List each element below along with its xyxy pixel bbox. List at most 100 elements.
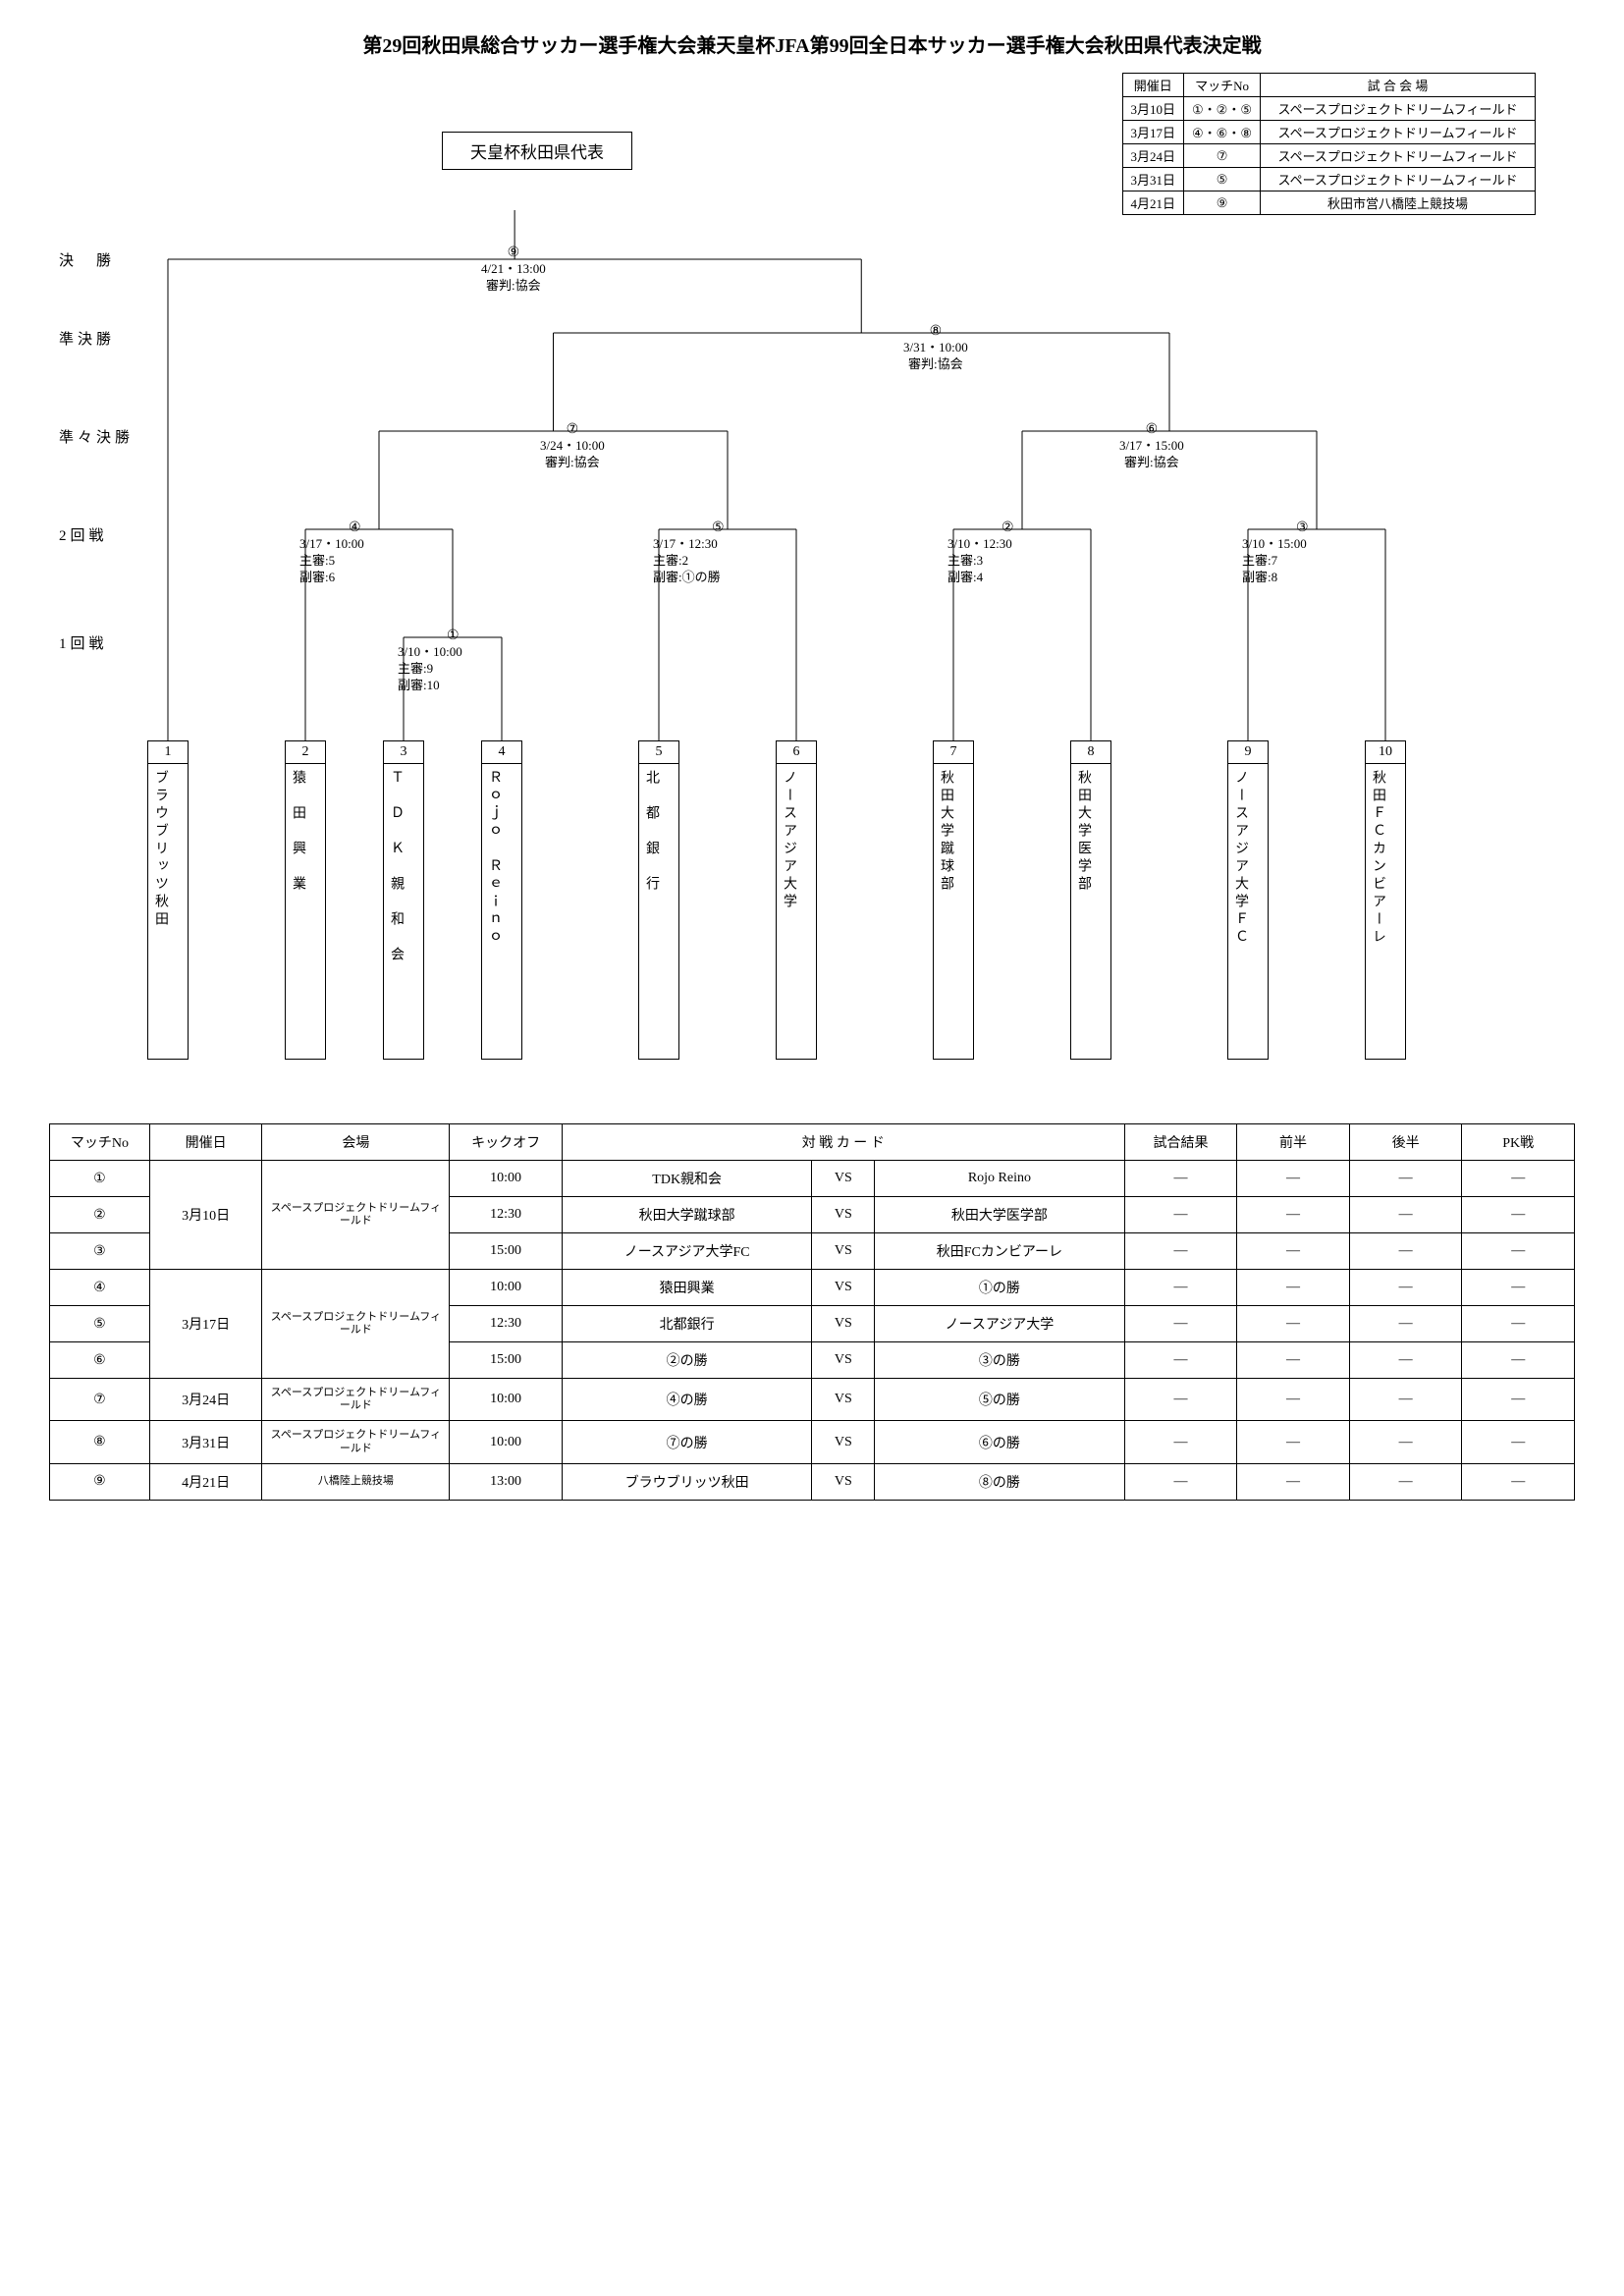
match-3-ref2: 副審:8 <box>1242 570 1277 584</box>
sched-venue: スペースプロジェクトドリームフィールド <box>262 1421 450 1463</box>
venue-date: 3月17日 <box>1122 121 1184 144</box>
sched-date: 3月10日 <box>149 1161 262 1270</box>
sched-ko: 10:00 <box>450 1161 563 1197</box>
team-box-8: 8秋田大学医学部 <box>1070 740 1111 1060</box>
sched-team-a: ブラウブリッツ秋田 <box>562 1463 812 1500</box>
match-4-ref2: 副審:6 <box>299 570 335 584</box>
sched-th-result: 試合結果 <box>1124 1124 1237 1161</box>
sched-team-a: ノースアジア大学FC <box>562 1233 812 1270</box>
match-1-ref2: 副審:10 <box>398 678 440 692</box>
sched-result: — <box>1349 1197 1462 1233</box>
sched-team-a: ②の勝 <box>562 1342 812 1379</box>
sched-team-a: 秋田大学蹴球部 <box>562 1197 812 1233</box>
match-5-num: ⑤ <box>712 520 725 535</box>
sched-team-b: ノースアジア大学 <box>875 1306 1125 1342</box>
sched-result: — <box>1124 1270 1237 1306</box>
match-7-num: ⑦ <box>567 422 579 437</box>
sched-team-b: ⑤の勝 <box>875 1379 1125 1421</box>
sched-result: — <box>1462 1161 1575 1197</box>
round-quarter: 準々決勝 <box>59 426 134 447</box>
team-num: 7 <box>934 741 973 764</box>
sched-vs: VS <box>812 1197 875 1233</box>
team-name: 秋田ＦＣカンビアーレ <box>1366 764 1389 1059</box>
venue-table: 開催日 マッチNo 試 合 会 場 3月10日①・②・⑤スペースプロジェクトドリ… <box>1122 73 1536 215</box>
team-box-1: 1ブラウブリッツ秋田 <box>147 740 189 1060</box>
sched-team-a: ⑦の勝 <box>562 1421 812 1463</box>
match-2-num: ② <box>1001 520 1014 535</box>
sched-result: — <box>1462 1421 1575 1463</box>
team-box-3: 3Ｔ Ｄ Ｋ 親 和 会 <box>383 740 424 1060</box>
team-num: 1 <box>148 741 188 764</box>
sched-result: — <box>1349 1342 1462 1379</box>
sched-no: ⑧ <box>50 1421 150 1463</box>
sched-no: ① <box>50 1161 150 1197</box>
match-5: ⑤ 3/17・12:30 主審:2 副審:①の勝 <box>653 519 725 586</box>
match-3-time: 3/10・15:00 <box>1242 536 1307 551</box>
match-5-time: 3/17・12:30 <box>653 536 718 551</box>
sched-venue: スペースプロジェクトドリームフィールド <box>262 1270 450 1379</box>
match-3-ref1: 主審:7 <box>1242 553 1277 568</box>
team-num: 10 <box>1366 741 1405 764</box>
sched-venue: 八橋陸上競技場 <box>262 1463 450 1500</box>
sched-result: — <box>1237 1463 1350 1500</box>
match-9-ref: 審判:協会 <box>486 278 541 293</box>
match-5-ref2: 副審:①の勝 <box>653 570 721 584</box>
sched-team-a: ④の勝 <box>562 1379 812 1421</box>
sched-th-ko: キックオフ <box>450 1124 563 1161</box>
team-box-10: 10秋田ＦＣカンビアーレ <box>1365 740 1406 1060</box>
match-3: ③ 3/10・15:00 主審:7 副審:8 <box>1242 519 1309 586</box>
team-name: Ｔ Ｄ Ｋ 親 和 会 <box>384 764 407 1059</box>
match-1: ① 3/10・10:00 主審:9 副審:10 <box>398 628 462 694</box>
sched-date: 3月31日 <box>149 1421 262 1463</box>
sched-th-1h: 前半 <box>1237 1124 1350 1161</box>
sched-team-b: ①の勝 <box>875 1270 1125 1306</box>
sched-result: — <box>1237 1270 1350 1306</box>
match-1-time: 3/10・10:00 <box>398 644 462 659</box>
sched-result: — <box>1124 1233 1237 1270</box>
sched-result: — <box>1237 1306 1350 1342</box>
match-7-ref: 審判:協会 <box>545 455 600 469</box>
sched-team-a: 猿田興業 <box>562 1270 812 1306</box>
sched-vs: VS <box>812 1379 875 1421</box>
sched-result: — <box>1124 1421 1237 1463</box>
sched-vs: VS <box>812 1421 875 1463</box>
match-7-time: 3/24・10:00 <box>540 438 605 453</box>
sched-ko: 10:00 <box>450 1270 563 1306</box>
team-name: 北 都 銀 行 <box>639 764 663 1059</box>
sched-team-a: 北都銀行 <box>562 1306 812 1342</box>
venue-name: スペースプロジェクトドリームフィールド <box>1261 144 1536 168</box>
team-box-4: 4Ｒｏｊｏ Ｒｅｉｎｏ <box>481 740 522 1060</box>
venue-date: 3月24日 <box>1122 144 1184 168</box>
sched-date: 4月21日 <box>149 1463 262 1500</box>
team-num: 9 <box>1228 741 1268 764</box>
team-num: 2 <box>286 741 325 764</box>
sched-no: ⑤ <box>50 1306 150 1342</box>
sched-result: — <box>1349 1421 1462 1463</box>
match-9-num: ⑨ <box>508 246 520 260</box>
sched-th-pk: PK戦 <box>1462 1124 1575 1161</box>
match-2-ref2: 副審:4 <box>947 570 983 584</box>
sched-th-card: 対 戦 カ ー ド <box>562 1124 1124 1161</box>
venue-date: 3月31日 <box>1122 168 1184 191</box>
team-name: ブラウブリッツ秋田 <box>148 764 172 1059</box>
match-6-num: ⑥ <box>1146 422 1159 437</box>
sched-no: ④ <box>50 1270 150 1306</box>
sched-result: — <box>1462 1233 1575 1270</box>
venue-name: スペースプロジェクトドリームフィールド <box>1261 168 1536 191</box>
sched-no: ⑦ <box>50 1379 150 1421</box>
sched-result: — <box>1349 1463 1462 1500</box>
venue-match: ④・⑥・⑧ <box>1184 121 1261 144</box>
team-box-7: 7秋田大学蹴球部 <box>933 740 974 1060</box>
venue-name: スペースプロジェクトドリームフィールド <box>1261 97 1536 121</box>
team-box-5: 5北 都 銀 行 <box>638 740 679 1060</box>
sched-th-no: マッチNo <box>50 1124 150 1161</box>
sched-result: — <box>1349 1379 1462 1421</box>
sched-th-2h: 後半 <box>1349 1124 1462 1161</box>
sched-team-a: TDK親和会 <box>562 1161 812 1197</box>
sched-result: — <box>1462 1379 1575 1421</box>
venue-name: スペースプロジェクトドリームフィールド <box>1261 121 1536 144</box>
match-6-ref: 審判:協会 <box>1124 455 1179 469</box>
sched-vs: VS <box>812 1233 875 1270</box>
sched-result: — <box>1124 1379 1237 1421</box>
sched-team-b: Rojo Reino <box>875 1161 1125 1197</box>
